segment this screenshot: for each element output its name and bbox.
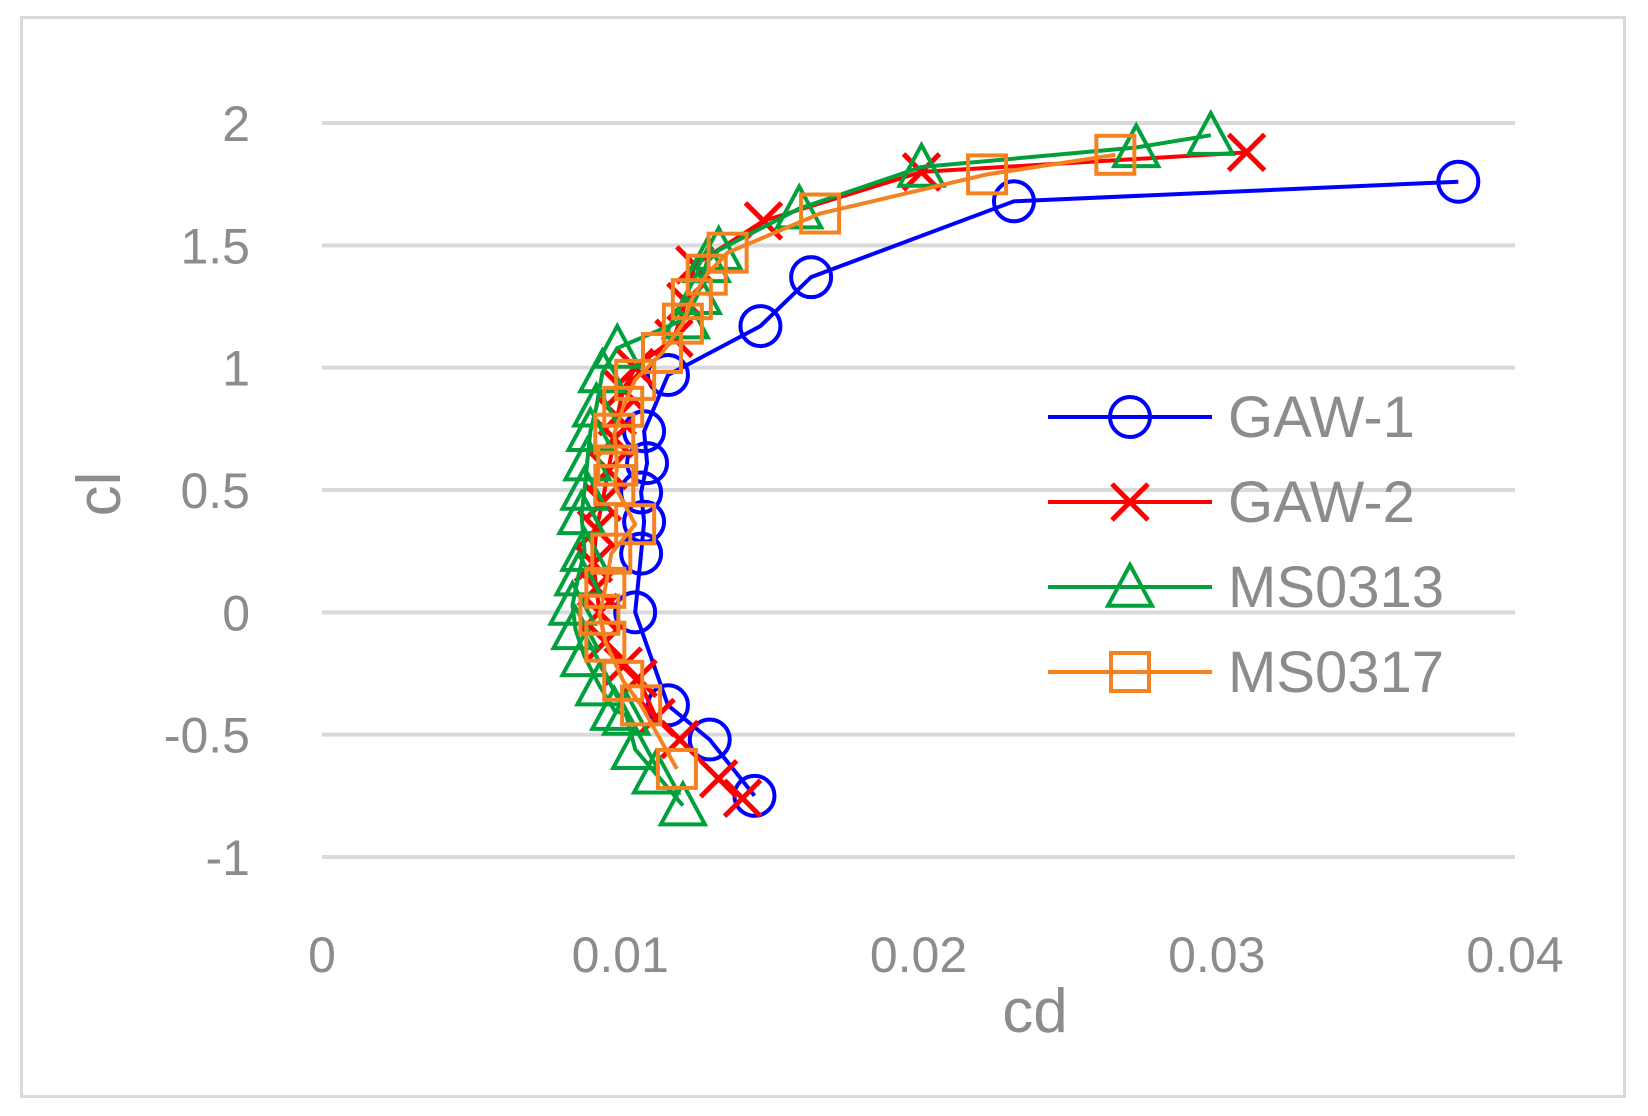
- data-point: [613, 590, 658, 635]
- data-point: [619, 470, 664, 515]
- data-point: [706, 231, 749, 274]
- y-tick-label: 1.5: [180, 218, 250, 274]
- data-point: [657, 779, 709, 827]
- data-point: [565, 405, 616, 452]
- data-point: [645, 353, 690, 398]
- data-point: [584, 620, 627, 663]
- x-tick-label: 0.01: [572, 927, 669, 983]
- data-point: [1436, 159, 1481, 204]
- data-point: [574, 659, 625, 707]
- x-tick-label: 0.04: [1466, 927, 1563, 983]
- data-point: [1185, 109, 1237, 156]
- legend-item: MS0317: [1048, 640, 1444, 705]
- legend-marker: [1110, 482, 1150, 522]
- gridlines: [322, 121, 1515, 859]
- data-point: [687, 717, 732, 762]
- data-point: [596, 444, 639, 487]
- data-point: [722, 778, 763, 819]
- data-point: [614, 358, 657, 401]
- legend-marker: [1104, 560, 1156, 608]
- data-point: [738, 304, 783, 349]
- y-tick-label: 1: [222, 341, 250, 397]
- x-tick-label: 0.03: [1168, 927, 1265, 983]
- legend-label: GAW-2: [1228, 470, 1415, 535]
- data-point: [1226, 132, 1267, 173]
- series-layer: [547, 109, 1481, 827]
- y-tick-label: 2: [222, 96, 250, 152]
- data-point: [578, 593, 621, 636]
- data-point: [600, 688, 652, 736]
- data-point: [625, 441, 670, 486]
- y-tick-label: -0.5: [164, 708, 250, 764]
- data-point: [556, 488, 607, 536]
- legend-label: GAW-1: [1228, 385, 1415, 450]
- x-tick-labels: 0 0.01 0.02 0.03 0.04: [308, 927, 1564, 983]
- data-point: [655, 747, 698, 790]
- y-tick-label: -1: [206, 830, 250, 886]
- data-point: [602, 385, 645, 428]
- data-point: [559, 630, 610, 678]
- data-point: [609, 723, 661, 771]
- data-point: [1094, 133, 1137, 176]
- data-point: [799, 192, 842, 235]
- legend: GAW-1 GAW-2 MS0313 MS0317: [1048, 385, 1444, 705]
- data-point: [630, 747, 682, 795]
- data-point: [670, 278, 713, 321]
- y-tick-label: 0.5: [180, 463, 250, 519]
- legend-item: MS0313: [1048, 555, 1444, 620]
- data-point: [896, 140, 947, 188]
- y-axis-title: cl: [65, 472, 134, 517]
- series-ms0313: [547, 109, 1237, 827]
- x-tick-label: 0: [308, 927, 336, 983]
- data-point: [584, 566, 627, 609]
- legend-label: MS0313: [1228, 555, 1444, 620]
- legend-marker: [1109, 651, 1151, 693]
- data-point: [619, 531, 664, 576]
- legend-item: GAW-1: [1048, 385, 1415, 450]
- data-point: [661, 302, 704, 345]
- y-tick-labels: -1 -0.5 0 0.5 1 1.5 2: [164, 96, 250, 886]
- data-point: [588, 683, 640, 731]
- data-point: [593, 412, 636, 455]
- data-point: [590, 532, 633, 575]
- y-tick-label: 0: [222, 585, 250, 641]
- legend-label: MS0317: [1228, 640, 1444, 705]
- data-point: [547, 578, 598, 626]
- data-point: [966, 153, 1009, 196]
- series-line: [591, 150, 1247, 800]
- series-line: [633, 179, 1459, 798]
- data-point: [698, 758, 739, 799]
- data-point: [789, 255, 834, 300]
- data-point: [991, 179, 1036, 224]
- legend-marker: [1108, 395, 1152, 439]
- x-axis-title: cd: [1002, 977, 1067, 1046]
- series-ms0317: [578, 133, 1137, 790]
- x-tick-label: 0.02: [870, 927, 967, 983]
- legend-item: GAW-2: [1048, 470, 1415, 535]
